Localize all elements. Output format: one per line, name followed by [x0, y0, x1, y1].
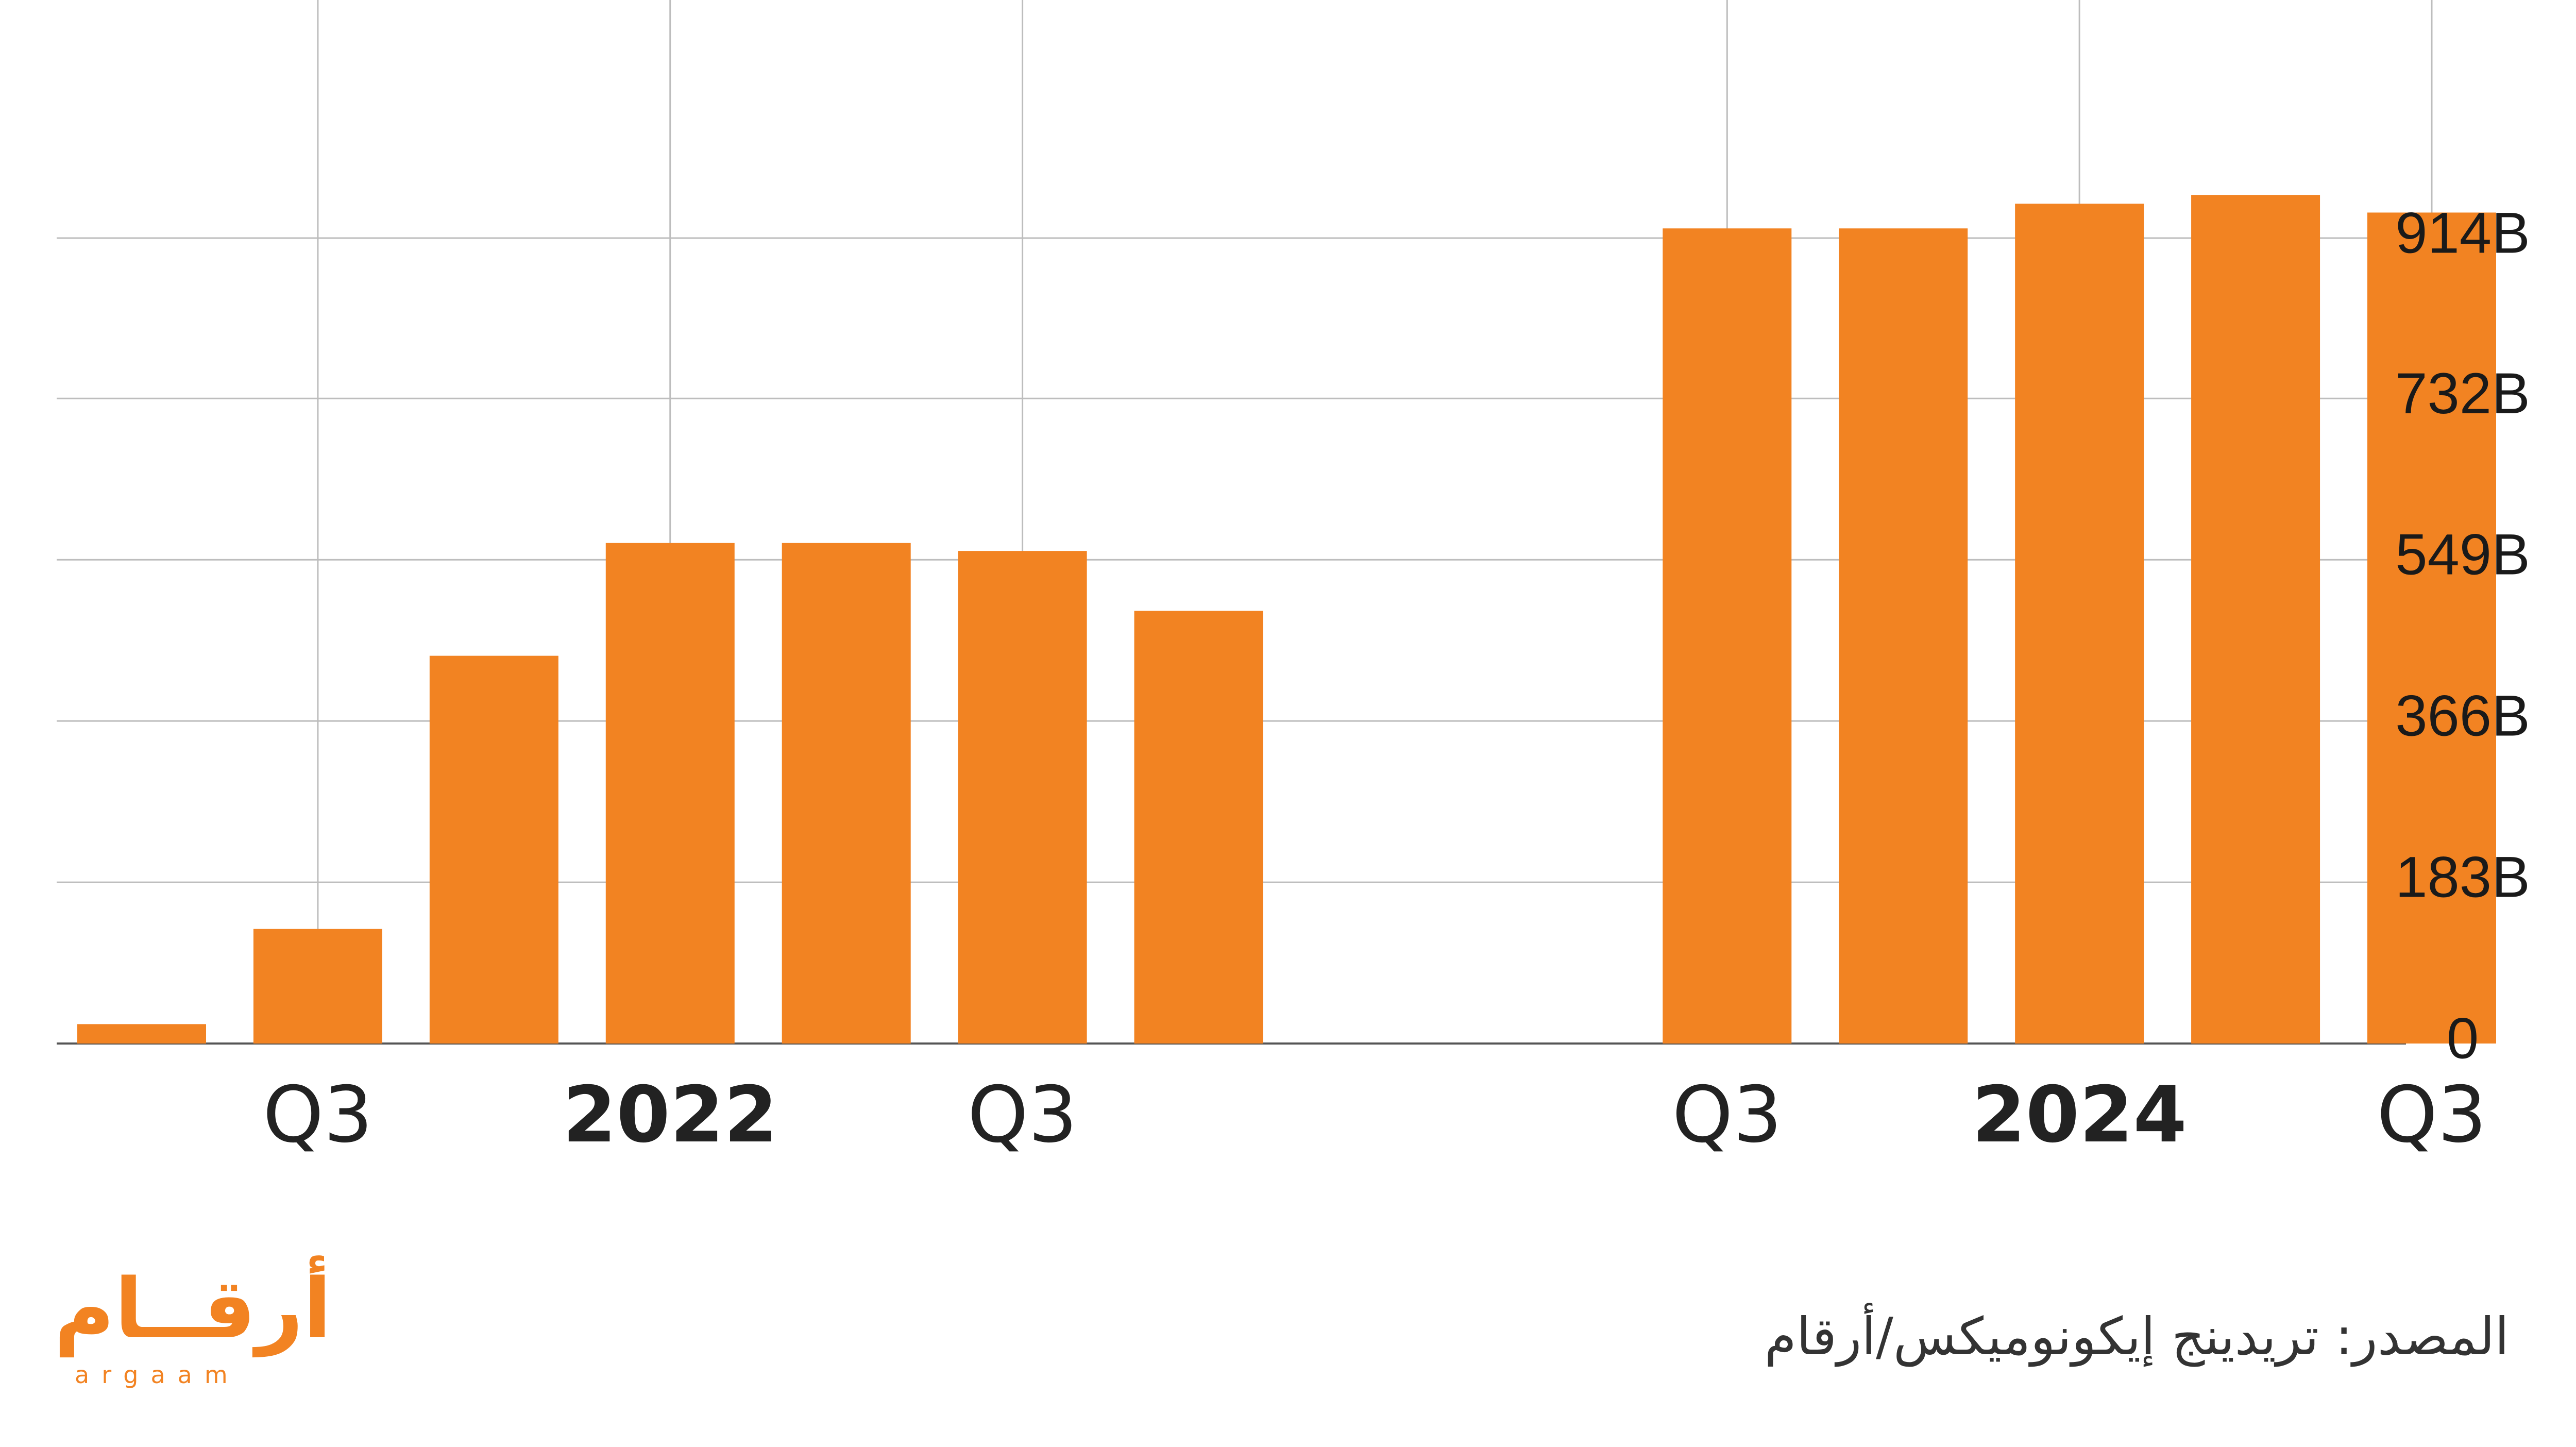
x-quarter-label: Q3 — [968, 1070, 1078, 1160]
bar — [958, 551, 1087, 1044]
y-tick-label: 0 — [2447, 1006, 2479, 1071]
y-tick-label: 914B — [2395, 201, 2530, 265]
bar — [1839, 228, 1968, 1044]
bar — [2367, 212, 2496, 1044]
bar — [77, 1024, 206, 1044]
y-tick-label: 732B — [2395, 361, 2530, 426]
bar — [2015, 204, 2144, 1044]
bars — [77, 195, 2496, 1044]
x-axis-labels: Q3 2022 Q3 Q3 2024 Q3 — [263, 1070, 2487, 1160]
bar — [782, 543, 911, 1044]
x-quarter-label: Q3 — [2377, 1070, 2487, 1160]
x-year-label: 2024 — [1972, 1070, 2187, 1160]
bar — [1663, 228, 1792, 1044]
y-tick-label: 549B — [2395, 523, 2530, 587]
bar — [1134, 611, 1263, 1044]
bar — [253, 929, 382, 1044]
x-quarter-label: Q3 — [1672, 1070, 1783, 1160]
bar — [429, 655, 558, 1044]
logo-latin-text: argaam — [75, 1361, 240, 1389]
source-note: المصدر: تريدينج إيكونوميكس/أرقام — [1764, 1306, 2509, 1367]
x-year-label: 2022 — [563, 1070, 777, 1160]
y-tick-label: 366B — [2395, 684, 2530, 748]
bar — [2191, 195, 2320, 1044]
x-quarter-label: Q3 — [263, 1070, 373, 1160]
argaam-logo: أرقــام argaam — [54, 1260, 331, 1394]
y-axis-ticks: 0 183B 366B 549B 732B 914B — [2395, 201, 2530, 1071]
bar — [605, 543, 735, 1044]
logo-arabic-text: أرقــام — [54, 1260, 332, 1357]
y-tick-label: 183B — [2395, 845, 2530, 910]
